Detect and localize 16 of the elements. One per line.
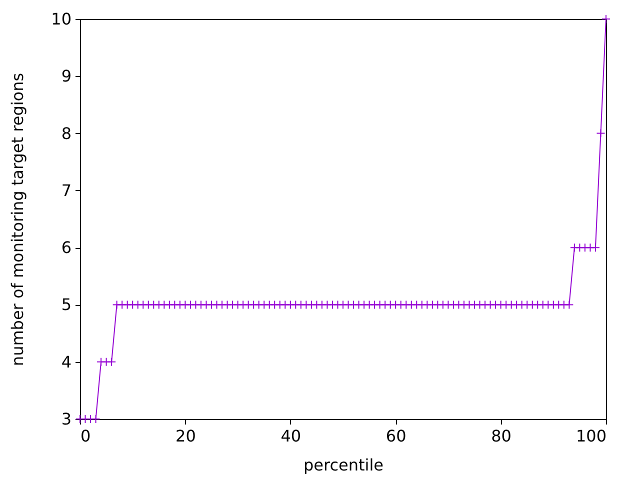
x-tick-label: 100: [576, 426, 606, 446]
y-tick-label: 4: [61, 352, 72, 372]
y-tick-label: 5: [61, 295, 72, 314]
x-tick-label: 80: [491, 426, 512, 446]
x-axis-title: percentile: [303, 456, 384, 474]
x-tick-label: 40: [280, 426, 302, 446]
y-axis-title: number of monitoring target regions: [8, 72, 28, 366]
y-tick-label: 8: [61, 124, 72, 143]
x-tick-label: 20: [176, 426, 196, 446]
x-tick-label: 60: [386, 426, 406, 446]
y-tick-label: 3: [61, 410, 72, 428]
x-tick-label: 0: [80, 426, 91, 446]
y-tick-label: 7: [61, 180, 72, 200]
y-tick-label: 10: [51, 10, 72, 28]
y-tick-label: 6: [61, 238, 72, 258]
y-tick-label: 9: [61, 66, 72, 86]
